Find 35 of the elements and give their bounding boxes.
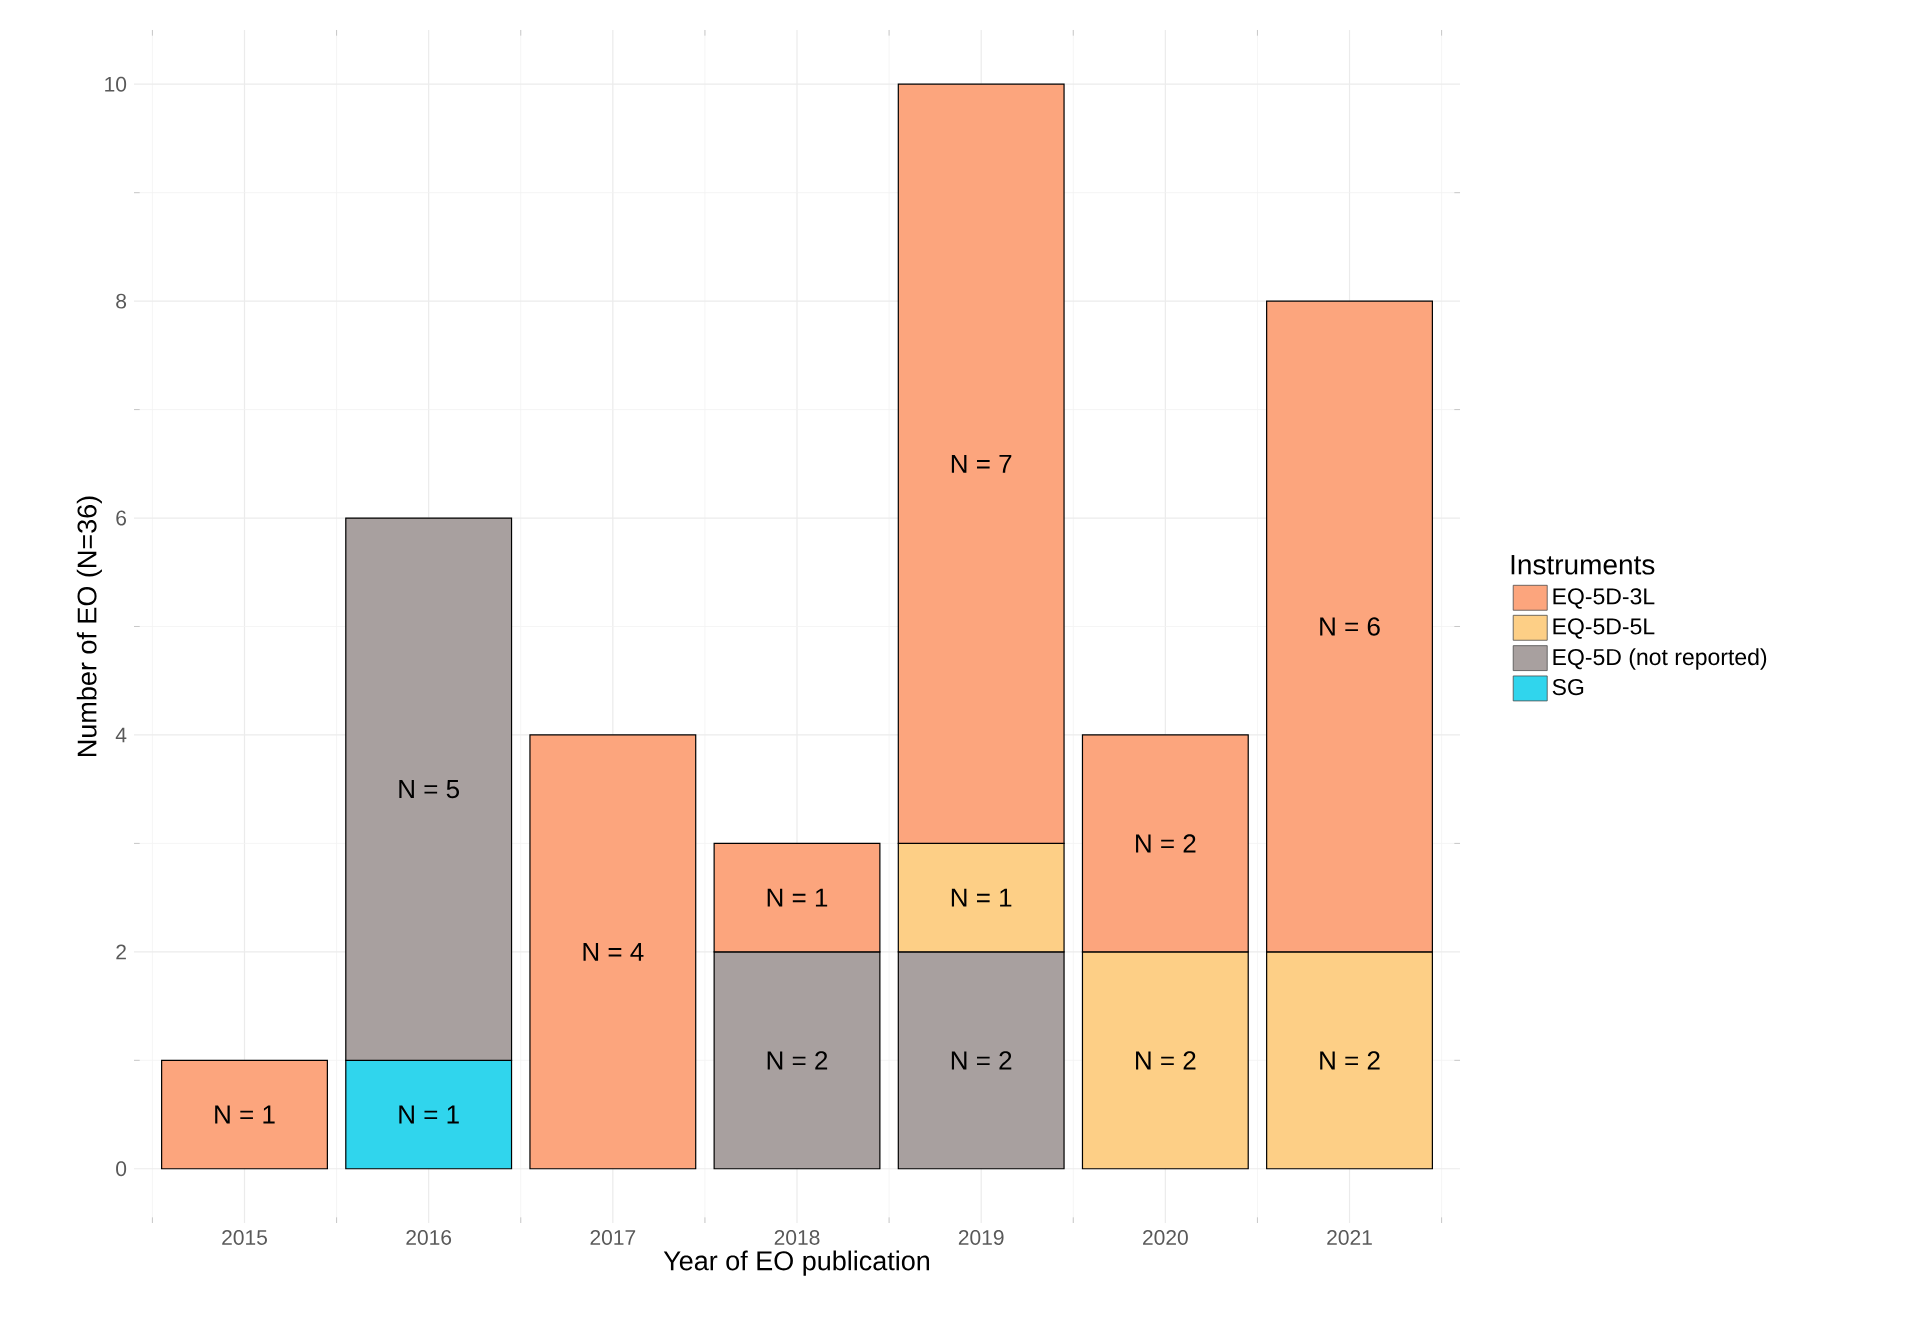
y-tick-label: 2 xyxy=(116,944,126,960)
y-tick-label: 10 xyxy=(105,76,127,92)
y-tick-label: 0 xyxy=(116,1161,127,1177)
data-label: N = 2 xyxy=(1320,1051,1380,1070)
y-tick-label: 8 xyxy=(116,293,127,309)
x-tick-label: 2015 xyxy=(222,1230,267,1245)
x-tick-label: 2016 xyxy=(406,1230,452,1245)
x-tick-label: 2018 xyxy=(774,1230,820,1245)
x-tick-label: 2021 xyxy=(1327,1230,1372,1245)
y-axis-title: Number of EO (N=36) xyxy=(76,496,102,756)
data-label: N = 1 xyxy=(767,888,828,907)
data-label: N = 5 xyxy=(399,780,459,799)
bar xyxy=(161,1059,328,1170)
legend-label: EQ-5D (not reported) xyxy=(1553,648,1767,670)
y-tick-label: 4 xyxy=(115,727,127,743)
legend-title: Instruments xyxy=(1511,555,1655,575)
bar xyxy=(529,734,697,1170)
data-label: N = 1 xyxy=(215,1105,275,1124)
data-label: N = 2 xyxy=(1136,834,1196,853)
data-label: N = 2 xyxy=(951,1051,1012,1070)
data-label: N = 1 xyxy=(951,888,1012,907)
x-tick-label: 2020 xyxy=(1143,1230,1188,1245)
data-label: N = 4 xyxy=(583,942,644,961)
data-label: N = 2 xyxy=(767,1051,828,1070)
legend-label: EQ-5D-5L xyxy=(1553,618,1655,639)
legend-label: EQ-5D-3L xyxy=(1553,588,1655,609)
x-axis-title: Year of EO publication xyxy=(663,1250,930,1276)
data-label: N = 1 xyxy=(399,1105,459,1124)
y-tick-label: 6 xyxy=(116,510,127,526)
data-label: N = 6 xyxy=(1320,617,1380,636)
legend-label: SG xyxy=(1552,678,1584,696)
x-tick-label: 2019 xyxy=(958,1230,1004,1245)
data-label: N = 7 xyxy=(951,454,1012,473)
data-label: N = 2 xyxy=(1136,1051,1196,1070)
x-tick-label: 2017 xyxy=(590,1230,636,1245)
